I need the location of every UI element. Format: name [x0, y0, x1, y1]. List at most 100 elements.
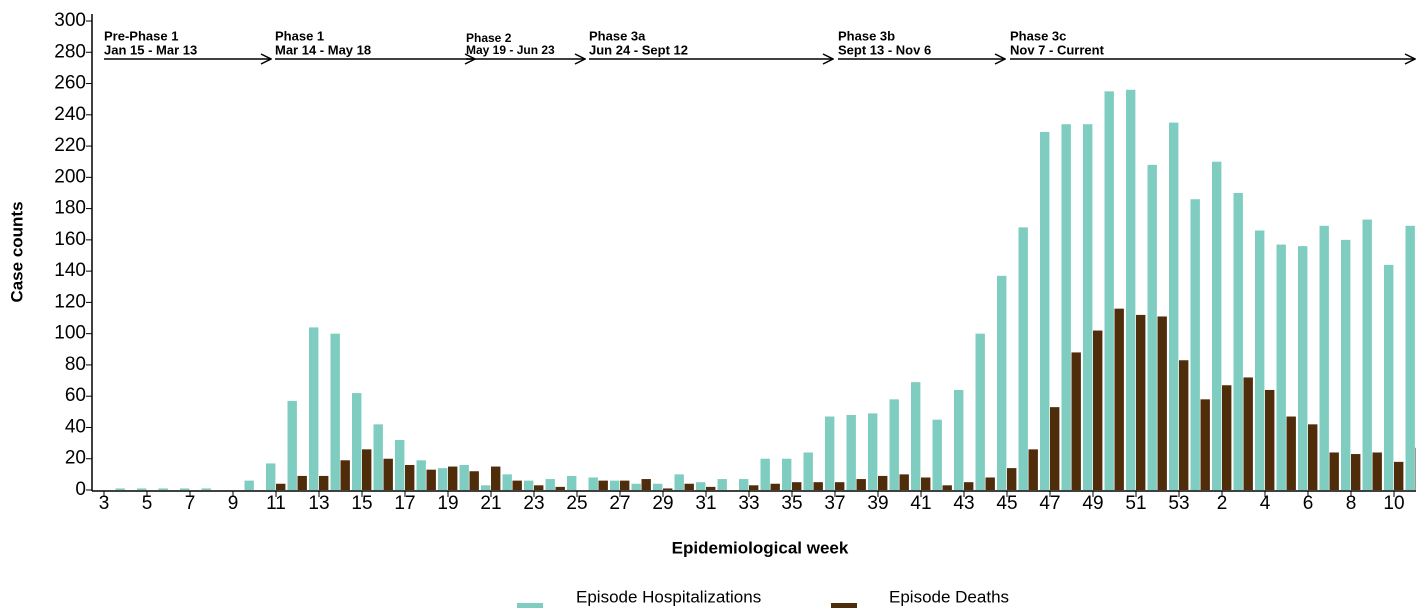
bar — [749, 485, 759, 490]
bar — [1007, 468, 1017, 490]
bar — [696, 482, 706, 490]
x-tick-label: 39 — [867, 493, 888, 514]
bar — [782, 458, 792, 490]
bar — [739, 479, 749, 490]
bar — [921, 477, 931, 490]
bar — [383, 458, 393, 490]
x-tick-label: 23 — [523, 493, 544, 514]
bar — [309, 327, 319, 490]
bar — [297, 475, 307, 490]
bar — [1298, 246, 1308, 490]
bar — [524, 480, 534, 490]
x-tick-label: 33 — [738, 493, 759, 514]
bar — [588, 477, 598, 490]
bar — [1276, 244, 1286, 490]
y-tick-label: 280 — [54, 41, 86, 62]
bar — [954, 389, 964, 490]
phase-dates: May 19 - Jun 23 — [466, 43, 555, 57]
bar — [942, 485, 952, 490]
bar — [1233, 192, 1243, 490]
phase-dates: Nov 7 - Current — [1010, 42, 1105, 57]
bar — [1212, 161, 1222, 490]
bar — [899, 474, 909, 490]
bar — [641, 479, 651, 490]
bar — [1093, 330, 1103, 490]
y-tick-label: 260 — [54, 73, 86, 94]
x-tick-label: 31 — [695, 493, 716, 514]
x-tick-label: 4 — [1260, 493, 1271, 514]
bar — [631, 483, 641, 490]
bar — [362, 449, 372, 490]
y-axis-label: Case counts — [7, 201, 26, 302]
phase-dates: Sept 13 - Nov 6 — [838, 42, 931, 57]
bar — [405, 464, 415, 490]
bar — [1394, 461, 1404, 490]
bar — [244, 480, 254, 490]
bar — [555, 486, 565, 490]
bar — [276, 483, 286, 490]
bar — [911, 382, 921, 490]
x-tick-label: 47 — [1039, 493, 1060, 514]
bar — [115, 488, 125, 490]
y-tick-label: 80 — [65, 354, 86, 375]
bar — [1372, 452, 1382, 490]
bar — [180, 488, 190, 490]
bar — [1040, 131, 1050, 490]
x-tick-label: 29 — [652, 493, 673, 514]
bar — [1384, 264, 1394, 490]
bar — [1190, 199, 1200, 490]
bar — [985, 477, 995, 490]
bar — [1286, 416, 1296, 490]
bar — [137, 488, 147, 490]
bar — [1222, 385, 1232, 490]
y-tick-label: 180 — [54, 198, 86, 219]
bar — [545, 479, 555, 490]
x-tick-label: 17 — [394, 493, 415, 514]
y-tick-label: 140 — [54, 260, 86, 281]
bar — [395, 439, 405, 490]
bar — [1243, 377, 1253, 490]
bar — [319, 475, 329, 490]
x-tick-label: 49 — [1082, 493, 1103, 514]
bar — [416, 460, 426, 490]
bar — [803, 452, 813, 490]
phase-dates: Jan 15 - Mar 13 — [104, 42, 197, 57]
y-tick-label: 60 — [65, 385, 86, 406]
bar — [438, 468, 448, 490]
bar — [330, 333, 340, 490]
bar — [469, 471, 479, 490]
y-tick-label: 160 — [54, 229, 86, 250]
bar — [1147, 164, 1157, 490]
bar — [1265, 389, 1275, 490]
bar — [1179, 360, 1189, 490]
y-tick-label: 220 — [54, 135, 86, 156]
x-tick-label: 15 — [351, 493, 372, 514]
bar — [1200, 399, 1210, 490]
bar — [426, 469, 436, 490]
x-tick-label: 9 — [228, 493, 239, 514]
bar — [663, 488, 673, 490]
phase-dates: Jun 24 - Sept 12 — [589, 42, 688, 57]
x-tick-label: 11 — [266, 493, 286, 514]
bar — [1018, 227, 1028, 491]
bar — [373, 424, 383, 490]
x-tick-label: 10 — [1383, 493, 1404, 514]
bar — [1308, 424, 1318, 490]
bar — [1104, 91, 1114, 490]
bar — [598, 480, 608, 490]
phase-name: Phase 1 — [275, 28, 324, 43]
bar — [997, 275, 1007, 490]
bar — [1169, 122, 1179, 490]
bar — [1157, 316, 1167, 490]
bar — [1114, 308, 1124, 490]
bar — [502, 474, 512, 490]
x-tick-label: 5 — [142, 493, 153, 514]
bar — [825, 416, 835, 490]
bar — [932, 419, 942, 490]
bar — [1362, 219, 1372, 490]
bar — [1071, 352, 1081, 490]
bar — [287, 400, 297, 490]
y-tick-label: 20 — [65, 448, 86, 469]
bar — [975, 333, 985, 490]
